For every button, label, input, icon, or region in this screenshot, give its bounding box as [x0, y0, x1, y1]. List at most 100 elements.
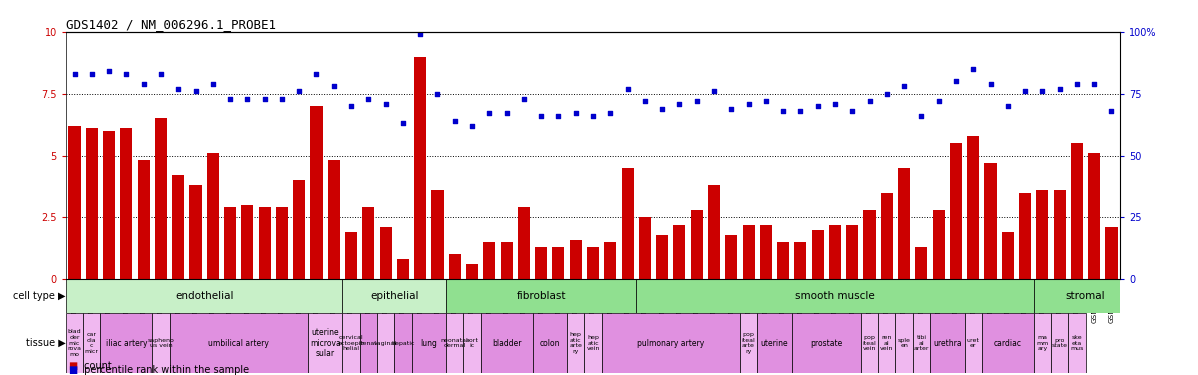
Point [600, 111, 619, 117]
Point [1051, 86, 1070, 92]
Point [842, 108, 861, 114]
Point [825, 100, 845, 106]
Bar [501, 242, 513, 279]
Text: sapheno
us vein: sapheno us vein [147, 338, 175, 348]
Point [946, 78, 966, 84]
Point [998, 103, 1017, 109]
Bar [480, 313, 533, 373]
Point [981, 81, 1000, 87]
Point [411, 32, 430, 38]
Text: pop
iteal
vein: pop iteal vein [863, 335, 877, 351]
Bar [241, 205, 254, 279]
Text: bladder: bladder [492, 339, 521, 348]
Bar [725, 235, 737, 279]
Bar [673, 225, 685, 279]
Bar [101, 313, 152, 373]
Text: neonatal
dermal: neonatal dermal [441, 338, 468, 348]
Bar [794, 242, 806, 279]
Bar [83, 313, 101, 373]
Point [635, 98, 654, 104]
Text: stromal: stromal [1066, 291, 1106, 301]
Bar [930, 313, 964, 373]
Bar [464, 313, 480, 373]
Point [237, 96, 256, 102]
Point [1102, 108, 1121, 114]
Point [376, 100, 395, 106]
Point [1016, 88, 1035, 94]
Text: lung: lung [420, 339, 437, 348]
Point [307, 71, 326, 77]
Bar [412, 313, 446, 373]
Text: ske
eta
mus: ske eta mus [1070, 335, 1084, 351]
Point [341, 103, 361, 109]
Text: pro
state: pro state [1052, 338, 1067, 348]
Text: GDS1402 / NM_006296.1_PROBE1: GDS1402 / NM_006296.1_PROBE1 [66, 18, 276, 31]
Bar [778, 242, 789, 279]
Bar [604, 242, 616, 279]
Point [809, 103, 828, 109]
Point [721, 105, 740, 111]
Bar [377, 313, 394, 373]
Text: uterine: uterine [761, 339, 788, 348]
Bar [898, 168, 910, 279]
Bar [552, 247, 564, 279]
Text: tibi
al
arter: tibi al arter [914, 335, 930, 351]
Bar [829, 225, 841, 279]
Point [204, 81, 223, 87]
Bar [86, 128, 98, 279]
Text: cell type ▶: cell type ▶ [13, 291, 66, 301]
Bar [397, 260, 409, 279]
Bar [446, 313, 464, 373]
Bar [967, 136, 979, 279]
Point [255, 96, 274, 102]
Point [688, 98, 707, 104]
Bar [760, 225, 772, 279]
Bar [155, 118, 167, 279]
Point [963, 66, 982, 72]
Bar [913, 313, 930, 373]
Bar [846, 225, 858, 279]
Bar [861, 313, 878, 373]
Bar [585, 313, 601, 373]
Point [791, 108, 810, 114]
Bar [152, 313, 170, 373]
Point [99, 69, 119, 75]
Point [220, 96, 240, 102]
Bar [811, 230, 824, 279]
Text: colon: colon [539, 339, 559, 348]
Bar [1106, 227, 1118, 279]
Bar [380, 227, 392, 279]
Bar [103, 131, 115, 279]
Text: hep
atic
arte
ry: hep atic arte ry [569, 332, 582, 354]
Bar [570, 240, 582, 279]
Bar [446, 279, 636, 313]
Point [65, 71, 84, 77]
Bar [466, 264, 478, 279]
Point [272, 96, 291, 102]
Point [860, 98, 879, 104]
Bar [982, 313, 1034, 373]
Point [1084, 81, 1103, 87]
Point [912, 113, 931, 119]
Bar [362, 207, 375, 279]
Bar [567, 313, 585, 373]
Point [774, 108, 793, 114]
Bar [394, 313, 412, 373]
Bar [294, 180, 305, 279]
Text: ma
mm
ary: ma mm ary [1036, 335, 1048, 351]
Bar [276, 207, 288, 279]
Text: car
dia
c
micr: car dia c micr [85, 332, 98, 354]
Bar [483, 242, 495, 279]
Point [134, 81, 153, 87]
Bar [743, 225, 755, 279]
Point [653, 105, 672, 111]
Bar [533, 313, 567, 373]
Bar [343, 279, 446, 313]
Text: cervical
ectoepit
helial: cervical ectoepit helial [338, 335, 364, 351]
Point [1033, 88, 1052, 94]
Point [704, 88, 724, 94]
Bar [639, 217, 651, 279]
Text: ren
al
vein: ren al vein [881, 335, 894, 351]
Point [930, 98, 949, 104]
Bar [449, 254, 461, 279]
